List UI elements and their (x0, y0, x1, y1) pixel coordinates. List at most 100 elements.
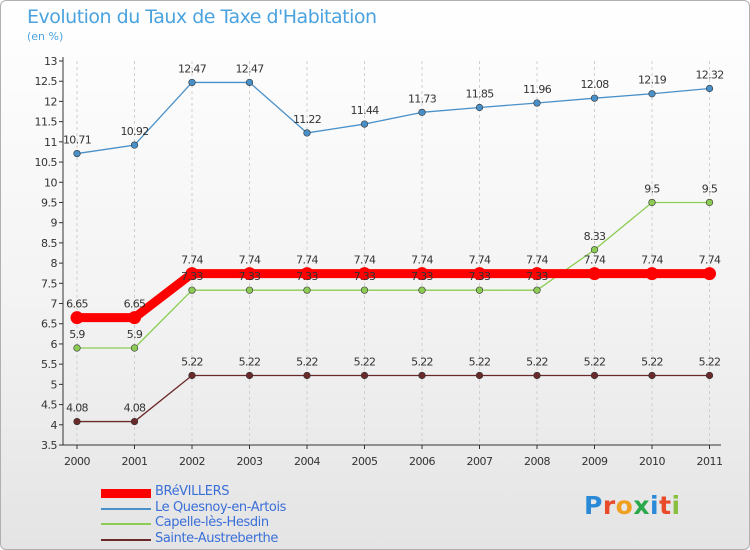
data-point (130, 141, 139, 149)
data-label: 4.08 (124, 402, 146, 415)
data-label: 5.22 (181, 355, 203, 368)
data-label: 7.74 (296, 254, 318, 267)
data-label: 5.22 (584, 355, 606, 368)
data-point (705, 371, 714, 380)
legend-swatch (101, 523, 151, 525)
data-point (300, 267, 314, 281)
y-tick-label: 12 (44, 95, 57, 108)
data-label: 12.08 (581, 78, 610, 91)
data-label: 11.85 (466, 87, 495, 100)
data-point (360, 120, 369, 128)
x-tick-label: 2007 (467, 455, 493, 468)
data-point (418, 108, 426, 116)
data-label: 5.22 (699, 355, 721, 368)
data-label: 5.9 (69, 328, 85, 341)
y-tick-label: 10.5 (35, 156, 58, 169)
series-line (77, 374, 710, 423)
data-label: 11.22 (293, 113, 321, 126)
data-point (245, 371, 254, 380)
data-label: 7.33 (354, 270, 376, 283)
y-tick-label: 13 (44, 55, 57, 68)
legend-label: BRéVILLERS (155, 484, 230, 499)
data-point (245, 286, 254, 294)
data-point (70, 311, 84, 325)
data-point (475, 103, 484, 112)
data-point (590, 371, 599, 380)
y-tick-label: 9 (51, 217, 58, 230)
y-tick-label: 4 (51, 419, 58, 432)
data-point (648, 90, 656, 98)
y-tick-label: 12.5 (35, 75, 58, 88)
y-tick-label: 6.5 (41, 318, 57, 331)
data-point (703, 267, 716, 281)
y-tick-label: 6 (51, 338, 58, 351)
data-label: 7.33 (526, 270, 548, 283)
data-point (303, 129, 311, 137)
data-point (590, 246, 599, 254)
data-point (705, 84, 714, 93)
x-tick-label: 2010 (639, 455, 665, 468)
data-point (418, 371, 426, 380)
data-point (648, 198, 656, 207)
data-point (473, 267, 486, 281)
data-label: 12.47 (178, 62, 207, 75)
x-tick-label: 2002 (179, 455, 205, 468)
data-point (360, 286, 369, 294)
y-tick-label: 8.5 (41, 237, 57, 250)
y-tick-label: 7 (51, 298, 58, 311)
data-point (705, 198, 714, 207)
legend-label: Le Quesnoy-en-Artois (155, 499, 287, 515)
y-tick-label: 7.5 (41, 277, 57, 290)
data-label: 7.74 (354, 254, 376, 267)
chart-subtitle: (en %) (27, 30, 64, 43)
data-label: 9.5 (644, 182, 660, 195)
legend-swatch (101, 538, 151, 541)
data-point (188, 371, 196, 380)
data-label: 7.33 (469, 270, 491, 283)
data-point (245, 78, 254, 87)
data-label: 5.22 (469, 355, 491, 368)
y-tick-label: 8 (51, 257, 58, 270)
series-line (77, 201, 710, 349)
data-label: 12.32 (696, 68, 724, 81)
data-point (73, 344, 81, 352)
data-label: 7.74 (584, 254, 606, 267)
data-label: 7.33 (181, 270, 203, 283)
data-label: 5.22 (354, 355, 376, 368)
x-tick-label: 2005 (352, 455, 378, 468)
data-label: 11.73 (408, 92, 437, 105)
data-point (130, 344, 139, 352)
x-tick-label: 2000 (64, 455, 90, 468)
data-point (645, 267, 659, 281)
data-point (533, 371, 541, 380)
data-point (475, 371, 484, 380)
data-label: 7.33 (411, 270, 433, 283)
data-point (533, 286, 541, 294)
x-tick-label: 2001 (122, 455, 148, 468)
data-label: 5.22 (296, 355, 318, 368)
data-label: 12.47 (236, 62, 265, 75)
data-point (475, 286, 484, 294)
data-label: 4.08 (66, 402, 88, 415)
data-label: 7.74 (469, 254, 491, 267)
data-label: 7.74 (641, 254, 663, 267)
data-point (590, 94, 599, 102)
data-point (588, 267, 601, 281)
data-point (303, 286, 311, 294)
proxiti-logo: Proxiti (584, 491, 681, 520)
data-point (73, 149, 81, 158)
y-tick-label: 3.5 (41, 439, 57, 452)
data-label: 10.71 (63, 134, 91, 147)
data-label: 5.22 (239, 355, 261, 368)
data-point (303, 371, 311, 380)
data-point (128, 311, 141, 325)
y-tick-label: 5 (51, 378, 58, 391)
data-label: 7.74 (526, 254, 548, 267)
data-point (130, 417, 139, 426)
data-label: 7.74 (411, 254, 433, 267)
y-tick-label: 4.5 (41, 399, 57, 412)
data-label: 6.65 (66, 298, 88, 311)
data-point (530, 267, 544, 281)
x-tick-label: 2008 (524, 455, 550, 468)
x-tick-label: 2003 (237, 455, 263, 468)
